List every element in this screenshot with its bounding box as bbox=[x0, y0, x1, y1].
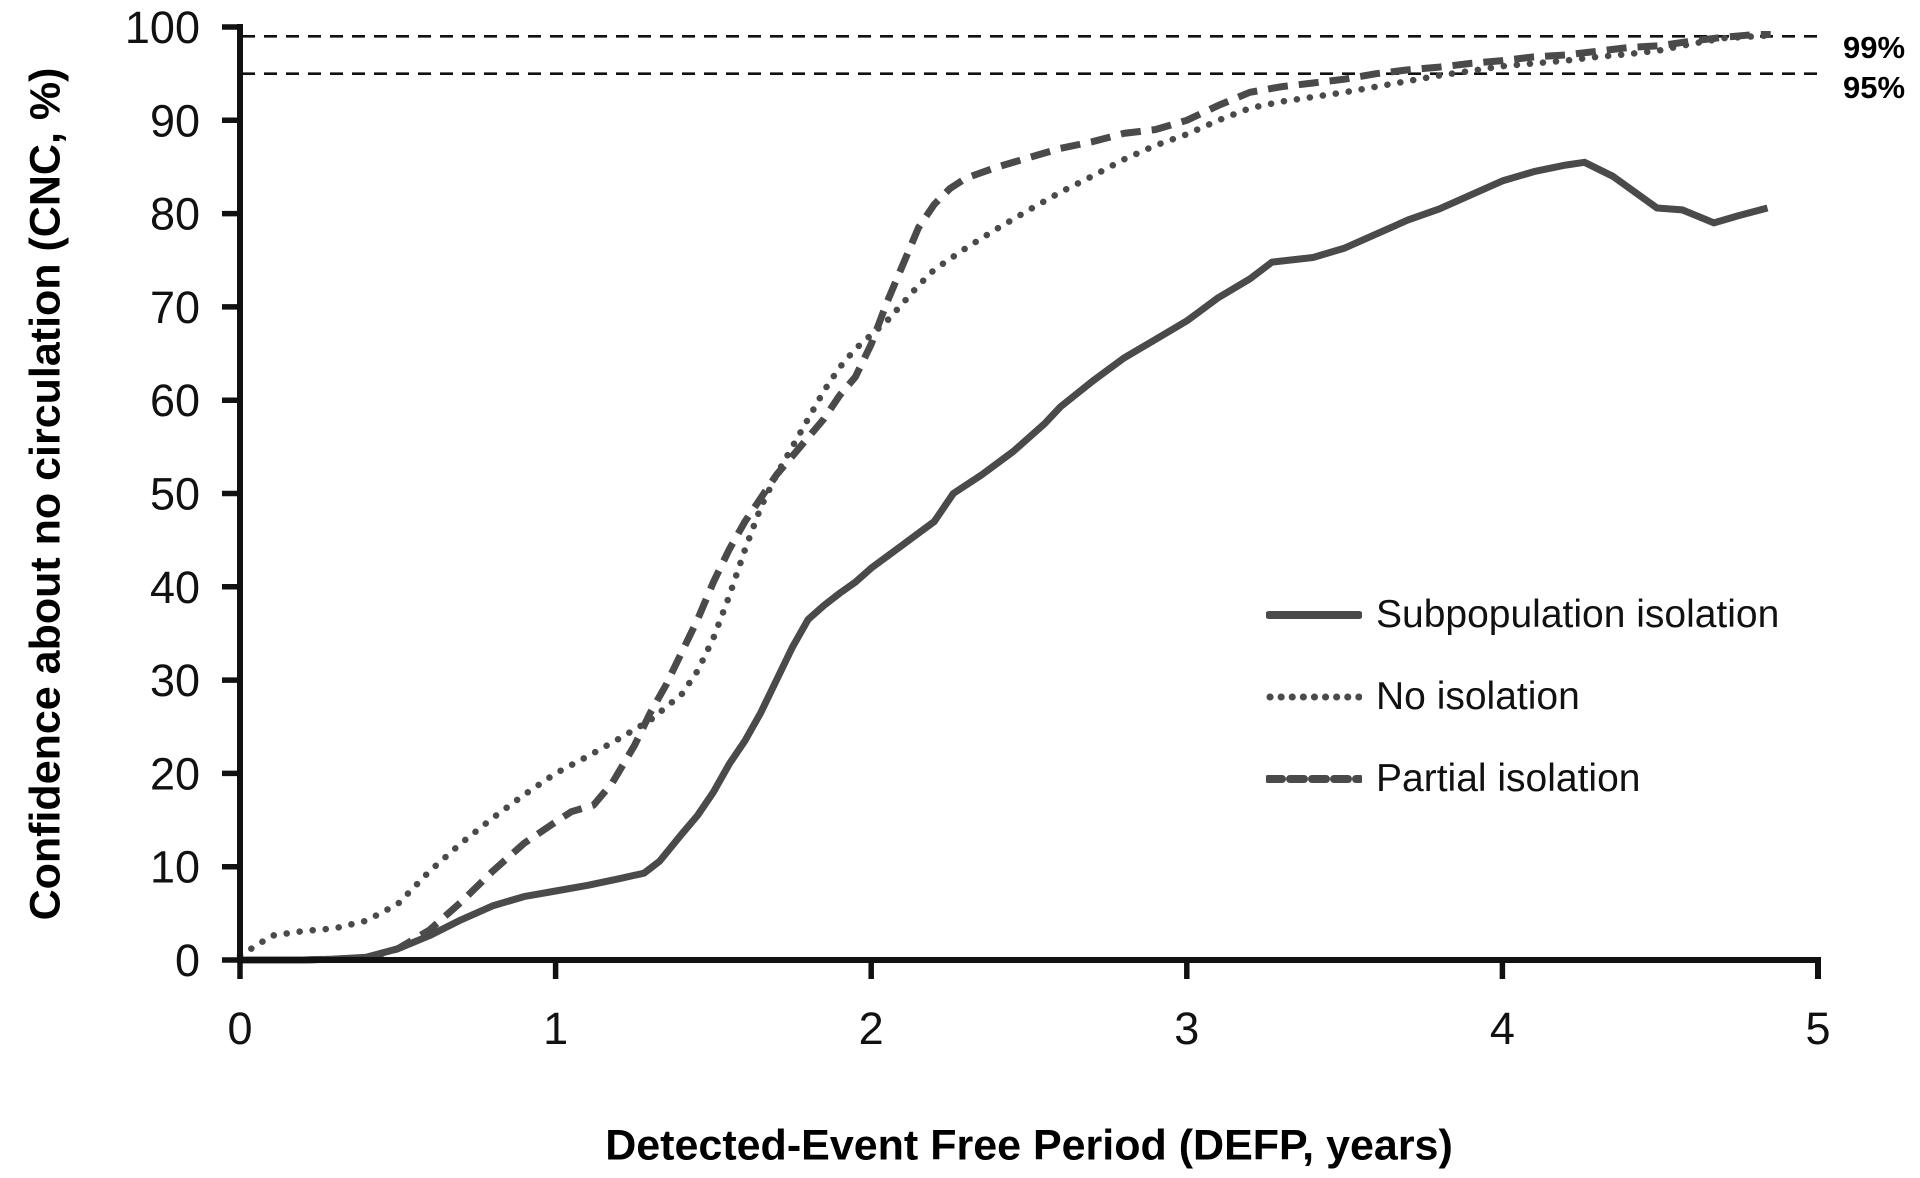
x-tick-label-5: 5 bbox=[1805, 1003, 1830, 1054]
axes bbox=[237, 24, 1821, 979]
y-axis-title: Confidence about no circulation (CNC, %) bbox=[21, 67, 70, 921]
x-axis-title: Detected-Event Free Period (DEFP, years) bbox=[605, 1121, 1453, 1170]
y-tick-label-10: 10 bbox=[150, 842, 200, 893]
legend-label: No isolation bbox=[1376, 675, 1580, 718]
y-tick-label-70: 70 bbox=[150, 282, 200, 333]
dotted-line-swatch bbox=[1266, 693, 1362, 701]
legend-item-partial-isolation: Partial isolation bbox=[1266, 738, 1779, 820]
y-tick-label-100: 100 bbox=[125, 2, 200, 53]
y-tick-label-20: 20 bbox=[150, 748, 200, 799]
y-tick-label-30: 30 bbox=[150, 655, 200, 706]
legend-label: Subpopulation isolation bbox=[1376, 593, 1780, 636]
y-tick-label-40: 40 bbox=[150, 562, 200, 613]
ref-line-95-label: 95% bbox=[1843, 70, 1906, 105]
legend-item-subpopulation-isolation: Subpopulation isolation bbox=[1266, 574, 1779, 656]
y-tick-label-50: 50 bbox=[150, 469, 200, 520]
dashed-line-swatch bbox=[1266, 775, 1362, 783]
x-tick-label-4: 4 bbox=[1490, 1003, 1515, 1054]
legend: Subpopulation isolation No isolation Par… bbox=[1266, 574, 1779, 820]
y-tick-label-60: 60 bbox=[150, 375, 200, 426]
x-tick-label-1: 1 bbox=[543, 1003, 568, 1054]
legend-label: Partial isolation bbox=[1376, 757, 1641, 800]
y-tick-label-0: 0 bbox=[175, 935, 200, 986]
legend-item-no-isolation: No isolation bbox=[1266, 656, 1779, 738]
solid-line-swatch bbox=[1266, 611, 1362, 619]
x-tick-label-3: 3 bbox=[1174, 1003, 1199, 1054]
y-tick-label-90: 90 bbox=[150, 95, 200, 146]
ref-line-99-label: 99% bbox=[1843, 30, 1906, 65]
x-tick-label-0: 0 bbox=[227, 1003, 252, 1054]
series-line-solid bbox=[240, 158, 1769, 964]
x-tick-label-2: 2 bbox=[859, 1003, 884, 1054]
y-tick-label-80: 80 bbox=[150, 189, 200, 240]
